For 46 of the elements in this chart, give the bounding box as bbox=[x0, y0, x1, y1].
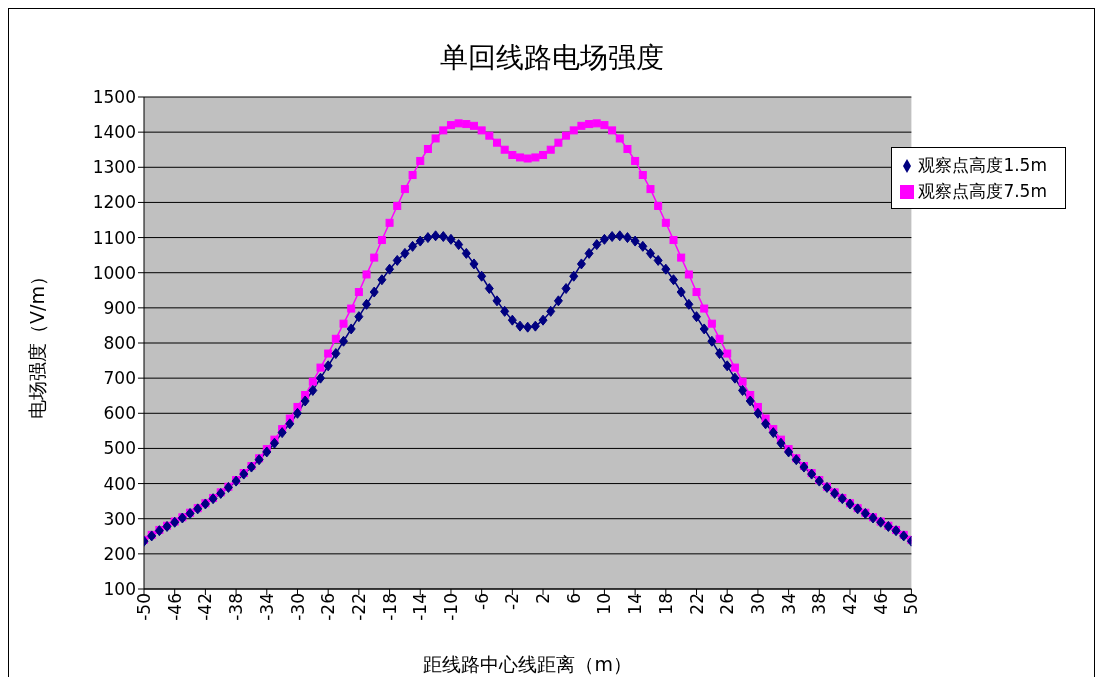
x-tick-label: -38 bbox=[226, 593, 247, 621]
y-tick-label: 600 bbox=[103, 403, 136, 424]
y-tick-label: 1100 bbox=[92, 227, 136, 248]
x-tick-label: 18 bbox=[655, 593, 676, 615]
x-tick-label: -18 bbox=[379, 593, 400, 621]
x-tick-label: 30 bbox=[747, 593, 768, 615]
x-tick-label: -2 bbox=[502, 593, 523, 610]
x-tick-label: -42 bbox=[195, 593, 216, 621]
x-tick-label: 10 bbox=[594, 593, 615, 615]
x-tick-label: 42 bbox=[840, 593, 861, 615]
x-axis-title: 距线路中心线距离（m） bbox=[423, 653, 632, 675]
y-tick-label: 800 bbox=[103, 333, 136, 354]
y-tick-label: 1400 bbox=[92, 122, 136, 143]
y-tick-label: 1000 bbox=[92, 262, 136, 283]
y-tick-label: 1200 bbox=[92, 192, 136, 213]
x-tick-label: -14 bbox=[410, 593, 431, 621]
y-tick-label: 300 bbox=[103, 508, 136, 529]
x-tick-label: 14 bbox=[625, 593, 646, 615]
x-tick-label: 6 bbox=[563, 593, 584, 604]
legend-label: 观察点高度7.5m bbox=[918, 181, 1047, 201]
x-tick-label: -10 bbox=[441, 593, 462, 621]
legend-label: 观察点高度1.5m bbox=[918, 155, 1047, 175]
y-tick-label: 200 bbox=[103, 543, 136, 564]
x-tick-label: 34 bbox=[778, 593, 799, 615]
y-tick-label: 900 bbox=[103, 297, 136, 318]
x-tick-label: -6 bbox=[471, 593, 492, 610]
x-tick-label: -46 bbox=[164, 593, 185, 621]
y-tick-label: 1300 bbox=[92, 157, 136, 178]
y-tick-label: 100 bbox=[103, 579, 136, 600]
x-tick-label: 26 bbox=[717, 593, 738, 615]
x-tick-label: -22 bbox=[348, 593, 369, 621]
x-tick-label: -34 bbox=[256, 593, 277, 621]
x-tick-label: -26 bbox=[318, 593, 339, 621]
x-tick-label: 22 bbox=[686, 593, 707, 615]
x-tick-label: 2 bbox=[533, 593, 554, 604]
x-tick-label: -30 bbox=[287, 593, 308, 621]
x-tick-label: 38 bbox=[809, 593, 830, 615]
y-tick-label: 700 bbox=[103, 368, 136, 389]
y-tick-label: 1500 bbox=[92, 87, 136, 108]
y-tick-label: 400 bbox=[103, 473, 136, 494]
chart-title: 单回线路电场强度 bbox=[438, 40, 665, 76]
x-tick-label: 46 bbox=[870, 593, 891, 615]
y-axis-title: 电场强度（V/m） bbox=[25, 267, 48, 419]
x-tick-label: -50 bbox=[134, 593, 155, 621]
y-tick-label: 500 bbox=[103, 438, 136, 459]
x-tick-label: 50 bbox=[901, 593, 922, 615]
